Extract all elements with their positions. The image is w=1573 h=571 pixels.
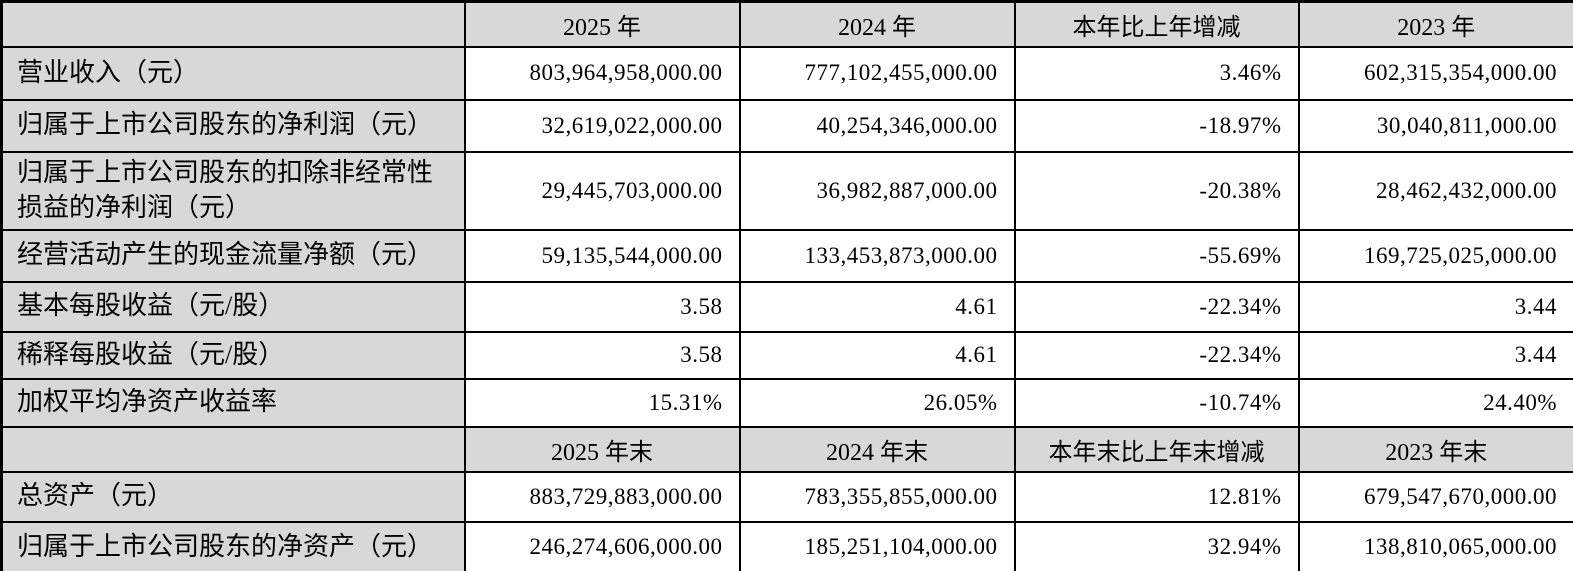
total-assets-change: 12.81% xyxy=(1013,470,1300,523)
net-profit-excl-2025: 29,445,703,000.00 xyxy=(463,150,741,231)
net-profit-2025: 32,619,022,000.00 xyxy=(463,98,741,153)
net-assets-label: 归属于上市公司股东的净资产（元） xyxy=(0,520,466,571)
row-net-profit-excl-nonrecurring: 归属于上市公司股东的扣除非经常性损益的净利润（元） 29,445,703,000… xyxy=(0,150,1573,231)
roe-2024: 26.05% xyxy=(738,377,1016,428)
roe-2025: 15.31% xyxy=(463,377,741,428)
basic-eps-change: -22.34% xyxy=(1013,280,1300,333)
basic-eps-2023: 3.44 xyxy=(1297,280,1573,333)
basic-eps-2025: 3.58 xyxy=(463,280,741,333)
net-profit-excl-label: 归属于上市公司股东的扣除非经常性损益的净利润（元） xyxy=(0,150,466,231)
net-profit-2023: 30,040,811,000.00 xyxy=(1297,98,1573,153)
net-profit-excl-change: -20.38% xyxy=(1013,150,1300,231)
diluted-eps-change: -22.34% xyxy=(1013,330,1300,380)
net-profit-excl-2023: 28,462,432,000.00 xyxy=(1297,150,1573,231)
total-assets-2025: 883,729,883,000.00 xyxy=(463,470,741,523)
header-year-2024: 2024 年 xyxy=(738,0,1016,48)
header-year-2025: 2025 年 xyxy=(463,0,741,48)
revenue-label: 营业收入（元） xyxy=(0,45,466,101)
header-end-2024: 2024 年末 xyxy=(738,425,1016,473)
diluted-eps-2023: 3.44 xyxy=(1297,330,1573,380)
net-assets-2025: 246,274,606,000.00 xyxy=(463,520,741,571)
header-row-annual: 2025 年 2024 年 本年比上年增减 2023 年 xyxy=(0,0,1573,48)
row-total-assets: 总资产（元） 883,729,883,000.00 783,355,855,00… xyxy=(0,470,1573,523)
row-net-assets: 归属于上市公司股东的净资产（元） 246,274,606,000.00 185,… xyxy=(0,520,1573,571)
net-profit-2024: 40,254,346,000.00 xyxy=(738,98,1016,153)
revenue-2023: 602,315,354,000.00 xyxy=(1297,45,1573,101)
row-operating-cash-flow: 经营活动产生的现金流量净额（元） 59,135,544,000.00 133,4… xyxy=(0,228,1573,283)
basic-eps-2024: 4.61 xyxy=(738,280,1016,333)
basic-eps-label: 基本每股收益（元/股） xyxy=(0,280,466,333)
total-assets-2024: 783,355,855,000.00 xyxy=(738,470,1016,523)
row-weighted-avg-roe: 加权平均净资产收益率 15.31% 26.05% -10.74% 24.40% xyxy=(0,377,1573,428)
total-assets-label: 总资产（元） xyxy=(0,470,466,523)
cash-flow-change: -55.69% xyxy=(1013,228,1300,283)
header-year-2023: 2023 年 xyxy=(1297,0,1573,48)
cash-flow-2023: 169,725,025,000.00 xyxy=(1297,228,1573,283)
diluted-eps-2025: 3.58 xyxy=(463,330,741,380)
header-end-2025: 2025 年末 xyxy=(463,425,741,473)
cash-flow-2024: 133,453,873,000.00 xyxy=(738,228,1016,283)
net-profit-excl-2024: 36,982,887,000.00 xyxy=(738,150,1016,231)
header-blank-cell xyxy=(0,0,466,48)
row-basic-eps: 基本每股收益（元/股） 3.58 4.61 -22.34% 3.44 xyxy=(0,280,1573,333)
roe-2023: 24.40% xyxy=(1297,377,1573,428)
total-assets-2023: 679,547,670,000.00 xyxy=(1297,470,1573,523)
revenue-change: 3.46% xyxy=(1013,45,1300,101)
net-assets-2024: 185,251,104,000.00 xyxy=(738,520,1016,571)
row-diluted-eps: 稀释每股收益（元/股） 3.58 4.61 -22.34% 3.44 xyxy=(0,330,1573,380)
row-operating-revenue: 营业收入（元） 803,964,958,000.00 777,102,455,0… xyxy=(0,45,1573,101)
roe-label: 加权平均净资产收益率 xyxy=(0,377,466,428)
net-assets-2023: 138,810,065,000.00 xyxy=(1297,520,1573,571)
header-row-period-end: 2025 年末 2024 年末 本年末比上年末增减 2023 年末 xyxy=(0,425,1573,473)
cash-flow-label: 经营活动产生的现金流量净额（元） xyxy=(0,228,466,283)
header-end-change: 本年末比上年末增减 xyxy=(1013,425,1300,473)
revenue-2024: 777,102,455,000.00 xyxy=(738,45,1016,101)
net-profit-change: -18.97% xyxy=(1013,98,1300,153)
revenue-2025: 803,964,958,000.00 xyxy=(463,45,741,101)
diluted-eps-label: 稀释每股收益（元/股） xyxy=(0,330,466,380)
diluted-eps-2024: 4.61 xyxy=(738,330,1016,380)
header-end-2023: 2023 年末 xyxy=(1297,425,1573,473)
net-assets-change: 32.94% xyxy=(1013,520,1300,571)
header-blank-cell-2 xyxy=(0,425,466,473)
net-profit-label: 归属于上市公司股东的净利润（元） xyxy=(0,98,466,153)
row-net-profit: 归属于上市公司股东的净利润（元） 32,619,022,000.00 40,25… xyxy=(0,98,1573,153)
header-yoy-change: 本年比上年增减 xyxy=(1013,0,1300,48)
cash-flow-2025: 59,135,544,000.00 xyxy=(463,228,741,283)
roe-change: -10.74% xyxy=(1013,377,1300,428)
